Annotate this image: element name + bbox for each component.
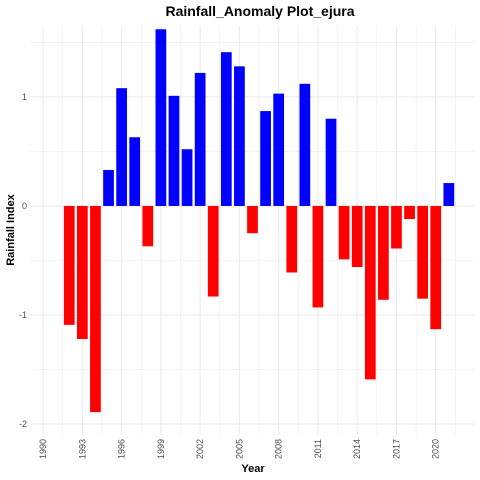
bar-2021 [443,183,455,206]
x-axis-ticks: 1990 1993 1996 1999 2002 2005 2008 2011 2014 2017… [38,439,441,459]
x-tick-label: 1999 [156,439,166,459]
x-tick-label: 2002 [195,439,205,459]
y-tick-label: 0 [22,201,27,211]
bar-2002 [194,72,206,206]
x-tick-label: 1990 [38,439,48,459]
bar-1998 [142,205,154,247]
bar-1995 [103,169,114,206]
x-tick-label: 2008 [274,439,284,459]
bar-2007 [260,111,271,206]
x-tick-label: 1996 [117,439,127,459]
y-axis-ticks: -2 -1 0 1 [19,92,27,429]
bar-1994 [90,205,101,413]
y-tick-label: -1 [19,310,27,320]
x-tick-label: 2020 [431,439,441,459]
bar-2004 [220,52,232,206]
bar-2001 [181,149,193,206]
x-tick-label: 2014 [352,439,362,459]
bar-2012 [325,118,337,206]
bar-1996 [116,88,127,206]
x-tick-label: 2011 [313,439,323,458]
bar-2015 [364,205,376,380]
x-axis-title: Year [241,463,265,475]
x-tick-label: 2005 [234,439,244,459]
bar-2016 [378,205,389,300]
bar-2018 [404,205,415,220]
y-tick-label: 1 [22,92,27,102]
y-tick-label: -2 [19,419,27,429]
bar-2014 [351,205,363,268]
bar-1999 [155,29,167,206]
bar-1997 [129,137,141,206]
bar-2017 [391,205,402,249]
bars [63,29,455,413]
y-axis-title: Rainfall Index [5,193,17,265]
x-tick-label: 2017 [391,439,401,459]
bar-1992 [63,205,75,325]
bar-2010 [299,83,311,206]
bar-2009 [286,205,298,273]
x-tick-label: 1993 [77,439,87,459]
bar-2005 [234,66,245,206]
bar-2000 [168,95,180,206]
bar-2003 [207,205,219,297]
chart-title: Rainfall_Anomaly Plot_ejura [165,3,354,19]
bar-2019 [417,205,429,299]
bar-1993 [76,205,88,340]
bar-2013 [338,205,350,260]
bar-2006 [247,205,258,234]
bar-2008 [273,93,285,206]
bar-2020 [430,205,442,330]
bar-2011 [312,205,324,308]
